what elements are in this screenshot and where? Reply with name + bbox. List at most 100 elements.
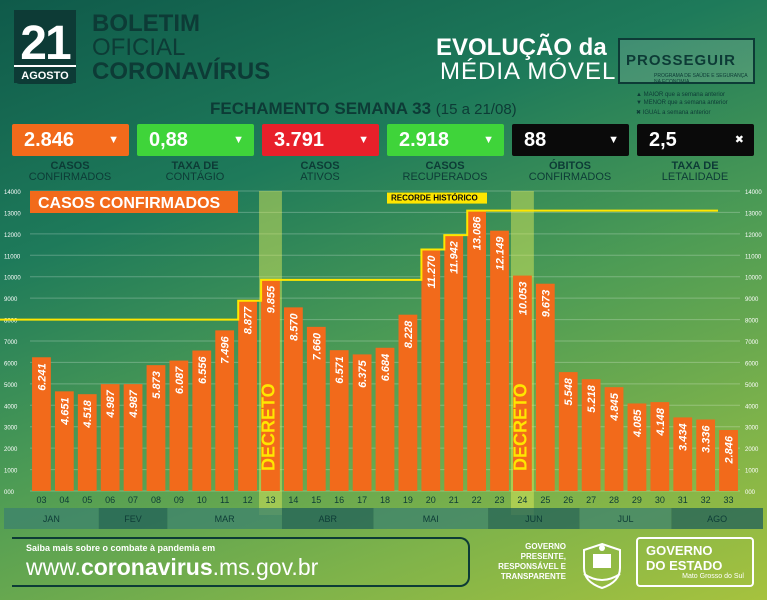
bar	[100, 384, 120, 491]
kpi-label-line2: CONTÁGIO	[165, 171, 225, 183]
bar	[650, 402, 670, 491]
x-tick-label: 07	[128, 495, 138, 505]
kpi-card: 2,5 ✖	[637, 124, 754, 156]
gov-logo-line1: GOVERNO	[646, 543, 713, 558]
kpi-label: ÓBITOS CONFIRMADOS	[510, 161, 630, 183]
bar	[604, 387, 624, 491]
trend-arrow-icon: ▼	[108, 134, 119, 146]
bar	[215, 330, 235, 491]
gov-tag-line: RESPONSÁVEL E	[498, 562, 566, 571]
x-tick-label: 32	[701, 495, 711, 505]
title-boletim: BOLETIM	[92, 10, 200, 37]
trend-arrow-icon: ✖	[734, 134, 744, 146]
bar-value-label: 9.855	[265, 285, 277, 313]
kpi-label-line1: CASOS	[300, 160, 340, 172]
month-label: JUL	[617, 514, 633, 524]
bar-value-label: 6.571	[334, 356, 346, 384]
decree-label: DECRETO	[258, 383, 278, 471]
title-coronavirus: CORONAVÍRUS	[92, 58, 271, 85]
x-tick-label: 28	[609, 495, 619, 505]
kpi-card: 88 ▼	[512, 124, 629, 156]
url-suffix: .ms.gov.br	[212, 554, 319, 580]
kpi-label: CASOS RECUPERADOS	[385, 161, 505, 183]
month-band	[488, 508, 580, 529]
week-title-text: FECHAMENTO SEMANA 33	[210, 99, 432, 118]
y-tick-label-left: 5000	[4, 383, 18, 389]
bar-value-label: 3.336	[701, 425, 713, 453]
bar-value-label: 11.942	[449, 241, 461, 274]
legend-equal-text: IGUAL a semana anterior	[642, 110, 711, 116]
bar-value-label: 7.660	[311, 332, 323, 360]
y-tick-label-right: 10000	[745, 276, 762, 282]
bar	[490, 230, 509, 491]
x-tick-label: 12	[243, 495, 253, 505]
bar-value-label: 3.434	[678, 423, 690, 451]
bar-value-label: 9.673	[540, 290, 552, 318]
bar	[535, 283, 555, 491]
gov-logo-line3: Mato Grosso do Sul	[682, 573, 744, 580]
kpi-label-line1: CASOS	[50, 160, 90, 172]
url-prefix: www.	[26, 554, 81, 580]
bar-value-label: 2.846	[724, 435, 736, 464]
legend-up: ▲ MAIOR que a semana anterior	[636, 92, 725, 98]
x-tick-label: 10	[197, 495, 207, 505]
y-tick-label-left: 2000	[4, 447, 18, 453]
x-tick-label: 17	[357, 495, 367, 505]
chart-title-bg	[30, 191, 238, 213]
x-tick-label: 27	[586, 495, 596, 505]
y-tick-label-right: 2000	[745, 447, 759, 453]
footer-url[interactable]: www.coronavirus.ms.gov.br	[26, 554, 318, 581]
bar	[32, 357, 51, 491]
trend-arrow-icon: ▼	[608, 134, 619, 146]
x-tick-label: 11	[220, 495, 229, 505]
x-tick-label: 26	[563, 495, 573, 505]
bar	[398, 314, 418, 491]
decree-label: DECRETO	[510, 383, 530, 471]
bar-value-label: 4.845	[609, 392, 621, 421]
bar	[696, 419, 716, 491]
bar	[444, 235, 464, 491]
url-bold: coronavirus	[80, 554, 213, 580]
bar	[169, 360, 189, 491]
kpi-card: 2.918 ▼	[387, 124, 504, 156]
bar-value-label: 4.148	[655, 407, 667, 436]
bar	[581, 379, 601, 491]
x-tick-label: 06	[105, 495, 115, 505]
legend-down: ▼ MENOR que a semana anterior	[636, 100, 728, 106]
kpi-label-line2: CONFIRMADOS	[528, 171, 612, 183]
month-label: AGO	[707, 514, 727, 524]
bar	[421, 249, 441, 491]
y-tick-label-left: 3000	[4, 426, 18, 432]
month-band	[373, 508, 489, 529]
x-tick-label: 08	[151, 495, 161, 505]
kpi-label: TAXA DE LETALIDADE	[635, 161, 755, 183]
month-band	[579, 508, 672, 529]
bar	[238, 300, 257, 491]
bar	[513, 275, 532, 491]
month-band	[671, 508, 763, 529]
bar-value-label: 6.241	[36, 363, 48, 391]
month-label: JUN	[525, 514, 543, 524]
title-oficial: OFICIAL	[92, 34, 186, 61]
bar	[467, 210, 487, 492]
footer-caption: Saiba mais sobre o combate à pandemia em	[26, 543, 216, 553]
y-tick-label-left: 14000	[4, 190, 21, 196]
y-tick-label-right: 8000	[745, 319, 759, 325]
gov-state-logo: GOVERNO DO ESTADO Mato Grosso do Sul	[636, 537, 754, 587]
x-tick-label: 14	[288, 495, 298, 505]
kpi-value: 88	[524, 129, 547, 151]
y-tick-label-right: 5000	[745, 383, 759, 389]
bar-value-label: 6.375	[357, 360, 369, 388]
kpi-label: TAXA DE CONTÁGIO	[135, 161, 255, 183]
y-tick-label-right: 6000	[745, 361, 759, 367]
x-tick-label: 30	[655, 495, 665, 505]
gov-tag-line: PRESENTE,	[520, 552, 566, 561]
kpi-label-line2: CONFIRMADOS	[28, 171, 112, 183]
kpi-value: 0,88	[149, 129, 188, 151]
y-tick-label-left: 1000	[4, 469, 18, 475]
x-tick-label: 16	[334, 495, 344, 505]
record-label: RECORDE HISTÓRICO	[391, 194, 478, 203]
bar	[77, 394, 97, 491]
y-tick-label-right: 12000	[745, 233, 762, 239]
month-label: AGOSTO	[14, 65, 76, 83]
